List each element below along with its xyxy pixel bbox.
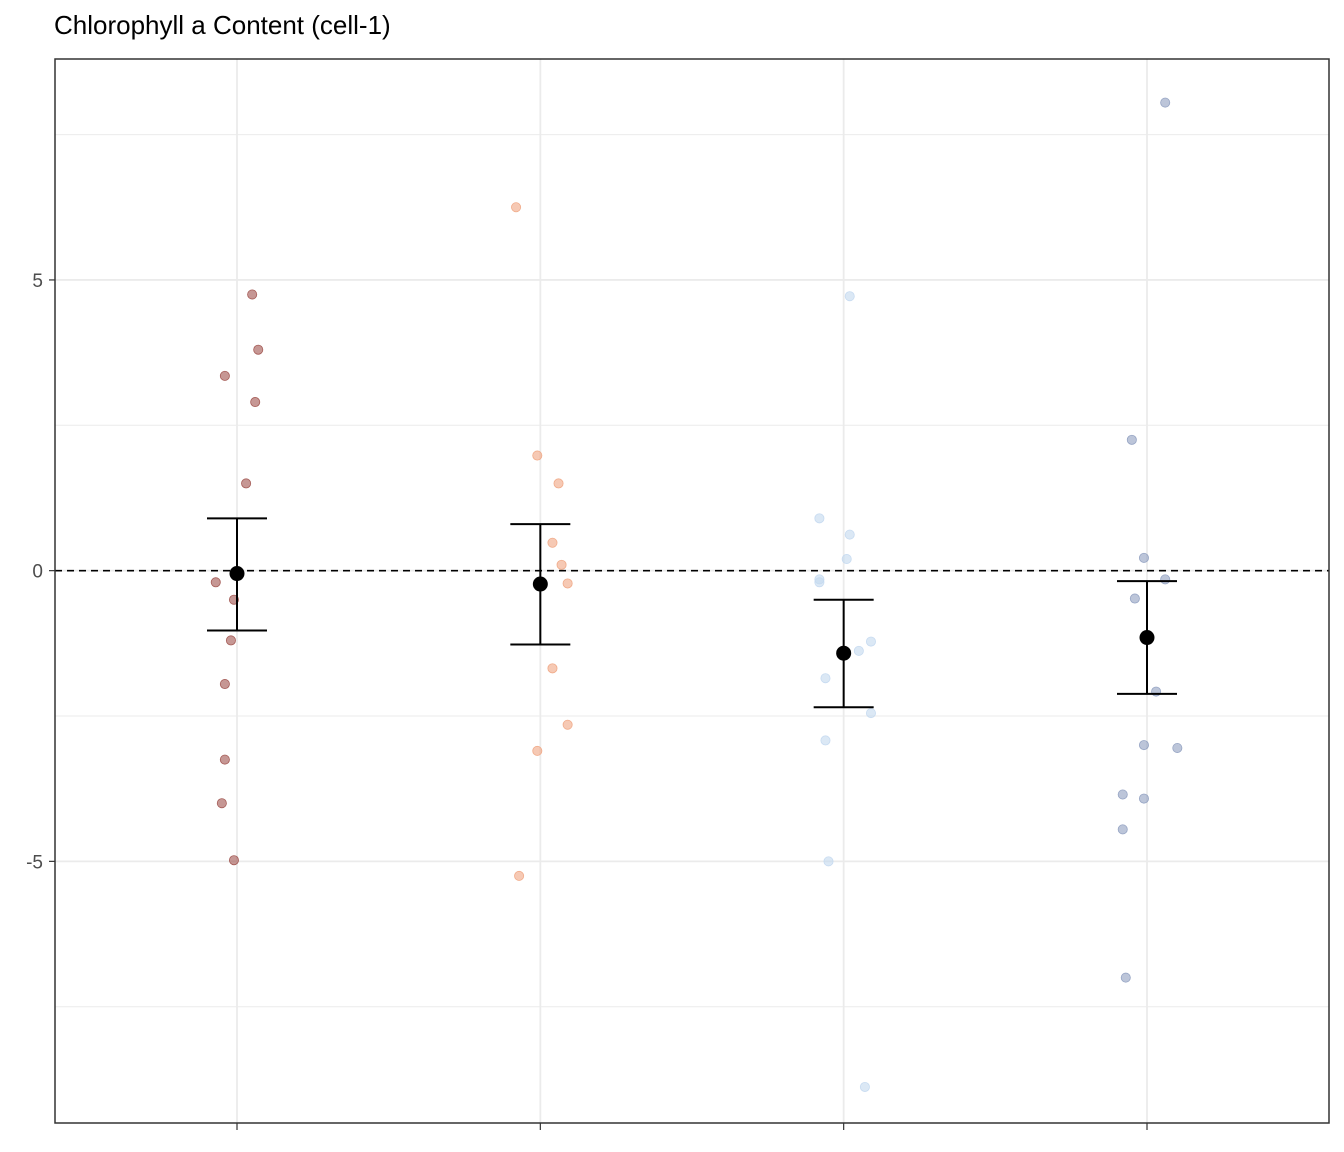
data-point [253,344,264,355]
data-point [865,636,876,647]
data-point [225,635,236,646]
chart-title: Chlorophyll a Content (cell-1) [54,10,391,40]
data-point [219,679,230,690]
data-point [1126,434,1137,445]
plot-border [54,58,1330,1124]
data-point [1172,742,1183,753]
data-point [532,745,543,756]
data-point [814,513,825,524]
y-tick-label: -5 [26,852,43,873]
data-point [1129,593,1140,604]
data-point [1138,552,1149,563]
data-point [210,577,221,588]
data-point [1120,972,1131,983]
data-point [532,450,543,461]
point-layer [210,97,1183,1092]
data-point [219,754,230,765]
data-point [1138,793,1149,804]
data-point [820,673,831,684]
data-point [1160,574,1171,585]
data-point [547,537,558,548]
data-point [514,870,525,881]
data-point [841,554,852,565]
data-point [556,559,567,570]
data-point [250,397,261,408]
mean-point [229,566,245,582]
data-point [562,578,573,589]
data-point [219,370,230,381]
mean-point [1139,630,1155,646]
data-point [823,856,834,867]
data-point [844,291,855,302]
data-point [553,478,564,489]
plot-background [55,59,1329,1123]
summary-layer [55,517,1329,709]
mean-point [836,645,852,661]
y-tick-label: 5 [32,271,43,292]
y-tick-label: 0 [32,562,43,583]
data-point [859,1081,870,1092]
data-point [547,663,558,674]
mean-point [532,576,548,592]
data-point [865,708,876,719]
data-point [562,719,573,730]
data-point [228,855,239,866]
data-point [814,577,825,588]
data-point [853,645,864,656]
data-point [1117,824,1128,835]
data-point [241,478,252,489]
data-point [511,202,522,213]
data-point [1138,740,1149,751]
data-point [1160,97,1171,108]
data-point [844,529,855,540]
axis-layer: -5 0 5 [26,271,1148,1130]
data-point [1117,789,1128,800]
data-point [216,798,227,809]
data-point [247,289,258,300]
data-point [820,735,831,746]
